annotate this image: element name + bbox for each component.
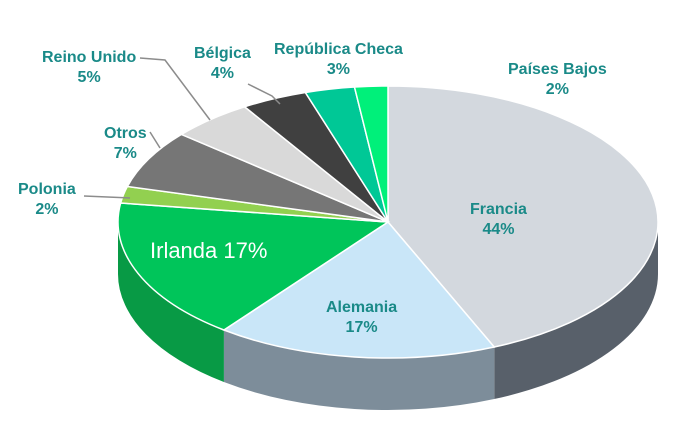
label-republica-checa: República Checa 3% [274,40,403,80]
slice-francia [387,85,659,348]
slice-otros [126,133,389,223]
label-irlanda-name: Irlanda [150,238,218,263]
label-francia-pct: 44% [482,221,515,238]
slice-side-irlanda [117,222,224,383]
leader-line-reino-unido [139,57,211,121]
label-alemania-name: Alemania [326,299,398,316]
label-polonia-pct: 2% [35,201,59,218]
leader-line-otros [149,131,161,149]
label-irlanda-pct: 17% [223,238,268,263]
label-belgica-name: Bélgica [194,45,251,62]
slice-side-francia [494,222,658,400]
slice-paises-bajos [353,85,389,223]
label-belgica-pct: 4% [210,65,235,82]
label-francia-name: Francia [470,201,527,218]
label-francia: Francia 44% [470,200,527,240]
label-polonia: Polonia 2% [18,180,76,220]
label-polonia-name: Polonia [18,181,76,198]
label-reino-unido-pct: 5% [77,69,101,86]
leader-line-belgica [247,83,281,105]
slice-alemania [222,221,496,359]
label-republica-checa-pct: 3% [326,61,351,78]
label-otros-pct: 7% [113,145,137,162]
label-reino-unido: Reino Unido 5% [42,48,136,88]
label-alemania: Alemania 17% [326,298,397,338]
label-alemania-pct: 17% [345,319,378,336]
label-paises-bajos-name: Países Bajos [508,61,607,78]
label-otros: Otros 7% [104,124,147,164]
label-republica-checa-name: República Checa [274,41,403,58]
label-reino-unido-name: Reino Unido [42,49,137,66]
leader-line-polonia [83,195,131,199]
label-paises-bajos-pct: 2% [545,81,569,98]
slice-side-alemania [223,330,495,410]
label-otros-name: Otros [104,125,147,142]
label-paises-bajos: Países Bajos 2% [508,60,607,100]
label-irlanda: Irlanda 17% [150,238,267,264]
slice-irlanda [117,202,391,331]
label-belgica: Bélgica 4% [194,44,251,84]
